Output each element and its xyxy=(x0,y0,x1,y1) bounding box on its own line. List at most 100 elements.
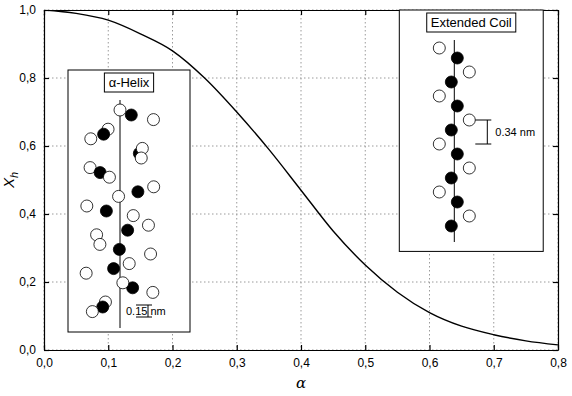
grid xyxy=(44,10,558,350)
axis-line xyxy=(558,11,559,351)
tick-mark xyxy=(429,345,430,350)
tick: 0,6 xyxy=(422,345,439,370)
tick-mark xyxy=(553,10,558,11)
tick: 0,2 xyxy=(19,275,49,289)
tick-mark xyxy=(44,214,49,215)
atom xyxy=(451,100,463,112)
tick-label: 0,4 xyxy=(19,207,36,221)
tick-label: 0,7 xyxy=(486,356,503,370)
axis: 0,00,10,20,30,40,50,60,70,8 xyxy=(36,345,567,370)
atom xyxy=(445,124,457,136)
inset: Extended Coil 0.34 nm xyxy=(399,10,543,251)
tick-label: 0,3 xyxy=(229,356,246,370)
atom xyxy=(463,114,475,126)
atom xyxy=(122,224,134,236)
tick-mark xyxy=(494,345,495,350)
atom xyxy=(113,190,125,202)
tick-mark xyxy=(553,146,558,147)
tick: 0,8 xyxy=(19,71,49,85)
tick-mark xyxy=(44,282,49,283)
tick-label: 0,2 xyxy=(165,356,182,370)
atom xyxy=(451,52,463,64)
atom xyxy=(80,267,92,279)
tick: 0,2 xyxy=(165,345,182,370)
grid-line-x xyxy=(365,10,366,350)
x-axis-title: α xyxy=(296,374,306,392)
axis xyxy=(553,11,559,351)
scale-bar xyxy=(487,120,488,144)
plot: 0,00,10,20,30,40,50,60,70,80,00,20,40,60… xyxy=(19,3,567,369)
atom xyxy=(108,263,120,275)
tick-mark xyxy=(44,350,49,351)
inset-title: Extended Coil xyxy=(431,15,512,30)
tick-label: 0,0 xyxy=(36,356,53,370)
grid-line-x xyxy=(236,10,237,350)
tick-mark xyxy=(44,78,49,79)
tick-mark xyxy=(301,345,302,350)
coil-axis xyxy=(454,40,455,242)
tick-label: 0,2 xyxy=(19,275,36,289)
inset-frame xyxy=(399,10,543,251)
atom xyxy=(81,200,93,212)
tick-mark xyxy=(108,10,109,15)
tick-mark xyxy=(44,146,49,147)
inset-frame xyxy=(68,70,190,332)
tick-label: 0,6 xyxy=(422,356,439,370)
atom xyxy=(433,90,445,102)
atom xyxy=(147,114,159,126)
atom xyxy=(86,306,98,318)
atom xyxy=(451,148,463,160)
tick-mark xyxy=(553,214,558,215)
tick-mark xyxy=(553,350,558,351)
tick-label: 0,8 xyxy=(19,71,36,85)
atom xyxy=(433,138,445,150)
tick-mark xyxy=(301,10,302,15)
axis-line xyxy=(44,11,45,351)
tick-label: 0,1 xyxy=(100,356,117,370)
grid-line-x xyxy=(558,10,559,350)
tick: 0,0 xyxy=(19,343,49,357)
tick-mark xyxy=(365,10,366,15)
atom xyxy=(113,243,125,255)
atom xyxy=(125,109,137,121)
tick xyxy=(553,350,558,351)
tick xyxy=(553,214,558,215)
tick xyxy=(108,10,109,15)
atom xyxy=(445,76,457,88)
atom xyxy=(85,133,97,145)
tick-mark xyxy=(237,10,238,15)
tick xyxy=(301,10,302,15)
series xyxy=(44,10,558,345)
atom xyxy=(132,186,144,198)
grid-line-x xyxy=(44,10,45,350)
tick-label: 1,0 xyxy=(19,3,36,17)
scale-label: 0.34 nm xyxy=(495,126,535,138)
tick xyxy=(173,10,174,15)
atom xyxy=(463,66,475,78)
tick: 0,6 xyxy=(19,139,49,153)
tick-label: 0,8 xyxy=(550,356,567,370)
inset-title-frame xyxy=(427,13,516,32)
atom xyxy=(463,210,475,222)
tick xyxy=(553,146,558,147)
scale-tick xyxy=(475,120,491,121)
atom xyxy=(445,220,457,232)
atom xyxy=(117,277,129,289)
atom xyxy=(433,42,445,54)
atom xyxy=(100,205,112,217)
scale-tick xyxy=(475,144,491,145)
atom xyxy=(463,162,475,174)
tick: 0,4 xyxy=(19,207,49,221)
axis: 0,0 0,2 0,4 0,6 0,8 1,0 xyxy=(19,3,49,357)
tick-label: 0,4 xyxy=(293,356,310,370)
inset-title: α-Helix xyxy=(109,75,150,90)
tick-mark xyxy=(365,345,366,350)
atom xyxy=(433,186,445,198)
tick-mark xyxy=(108,345,109,350)
tick xyxy=(365,10,366,15)
inset: α-Helix0.15 nm xyxy=(68,70,190,332)
axis-line xyxy=(45,350,559,351)
tick-label: 0,0 xyxy=(19,343,36,357)
tick-mark xyxy=(553,282,558,283)
atom xyxy=(148,181,160,193)
